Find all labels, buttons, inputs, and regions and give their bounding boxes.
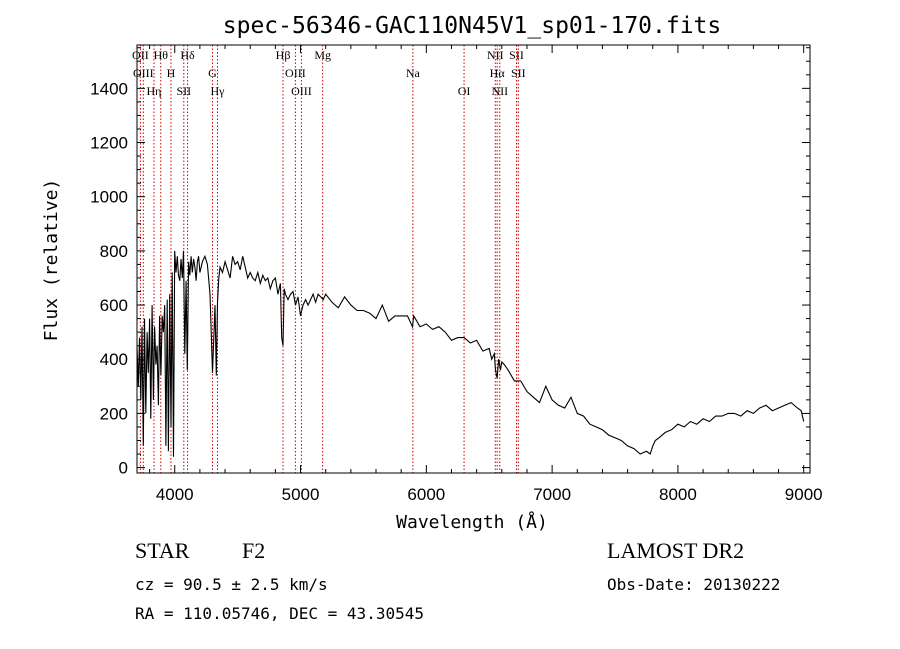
line-marker-label: OIII (291, 84, 312, 98)
y-tick-label: 800 (100, 242, 128, 261)
line-marker-label: H (167, 66, 176, 80)
coordinates-text: RA = 110.05746, DEC = 43.30545 (135, 604, 424, 623)
chart-title: spec-56346-GAC110N45V1_sp01-170.fits (223, 13, 722, 39)
line-marker-label: NII (487, 48, 504, 62)
y-tick-label: 1000 (90, 188, 128, 207)
line-marker-label: Hβ (276, 48, 291, 62)
x-tick-label: 6000 (407, 485, 445, 504)
line-marker-labels: OIIOIIIHηHθHSIIHδGHγHβOIIIOIIIMgNaOINIIH… (132, 48, 526, 98)
redshift-text: cz = 90.5 ± 2.5 km/s (135, 575, 328, 594)
line-marker-label: SII (511, 66, 526, 80)
line-marker-label: OIII (133, 66, 154, 80)
x-tick-label: 8000 (659, 485, 697, 504)
obs-date-text: Obs-Date: 20130222 (607, 575, 780, 594)
line-marker-label: Hθ (154, 48, 169, 62)
line-marker-label: G (208, 66, 217, 80)
line-marker-label: OIII (285, 66, 306, 80)
x-tick-label: 4000 (156, 485, 194, 504)
line-marker-label: Hγ (211, 84, 226, 98)
line-marker-label: SII (509, 48, 524, 62)
x-tick-label: 5000 (282, 485, 320, 504)
axis-ticks: 4000 5000 6000 7000 8000 9000 0 200 400 600 800 100… (90, 45, 823, 504)
line-marker-label: Hη (147, 84, 162, 98)
x-tick-label: 7000 (533, 485, 571, 504)
line-marker-label: OI (458, 84, 471, 98)
y-tick-label: 0 (119, 459, 128, 478)
y-tick-label: 1400 (90, 79, 128, 98)
line-markers (139, 45, 519, 473)
x-tick-label: 9000 (785, 485, 823, 504)
x-axis-label: Wavelength (Å) (396, 511, 548, 533)
class-label: STAR (135, 538, 190, 563)
y-tick-label: 1200 (90, 134, 128, 153)
subclass-label: F2 (242, 538, 265, 563)
y-tick-label: 400 (100, 350, 128, 369)
plot-frame (136, 44, 811, 474)
survey-label: LAMOST DR2 (607, 538, 744, 563)
y-tick-label: 200 (100, 404, 128, 423)
line-marker-label: Hα (490, 66, 506, 80)
line-marker-label: NII (491, 84, 508, 98)
y-tick-label: 600 (100, 296, 128, 315)
line-marker-label: Na (406, 66, 421, 80)
spectrum-line (136, 250, 805, 457)
y-axis-label: Flux (relative) (41, 179, 62, 342)
line-marker-label: Hδ (180, 48, 195, 62)
line-marker-label: Mg (314, 48, 331, 62)
line-marker-label: OII (132, 48, 149, 62)
line-marker-label: SII (176, 84, 191, 98)
